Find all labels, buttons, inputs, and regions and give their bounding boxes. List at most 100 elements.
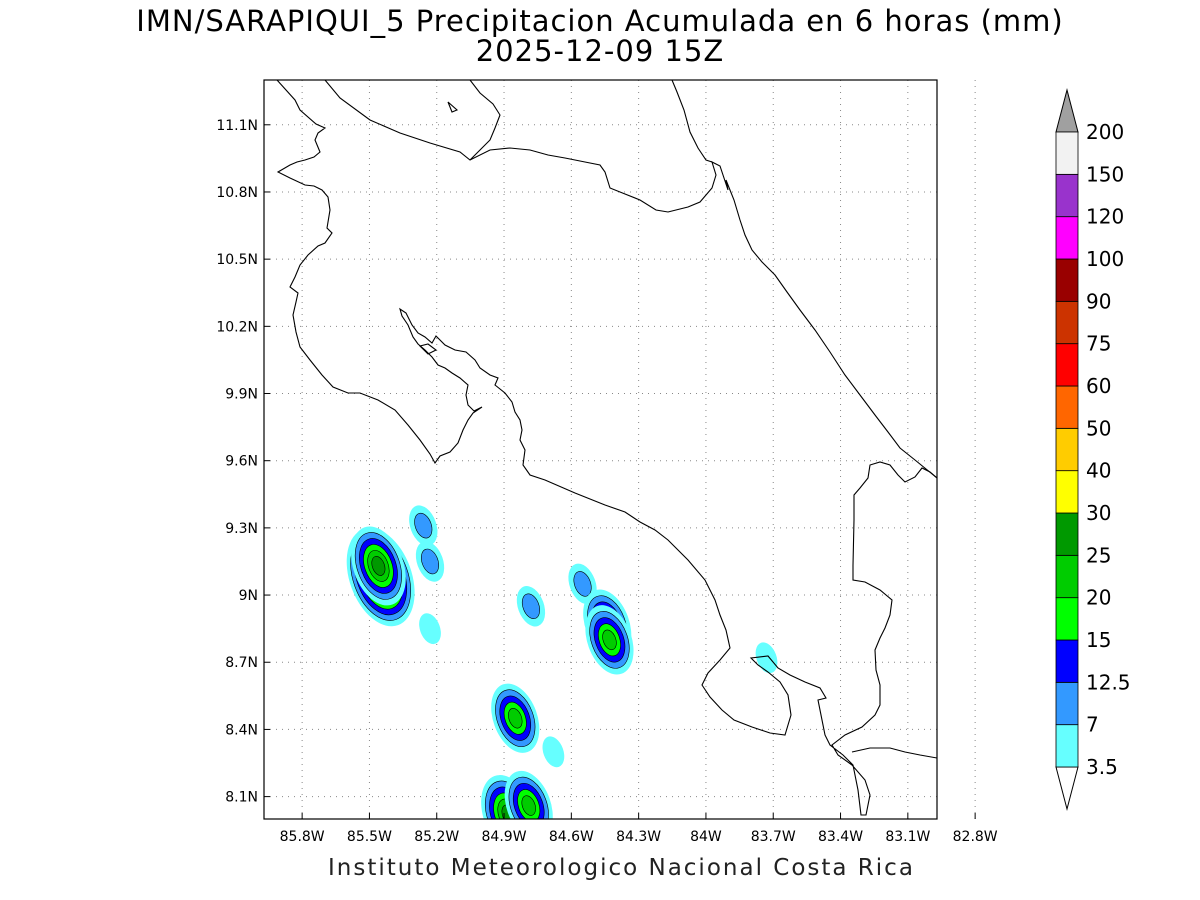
precip-contour-level — [983, 121, 1007, 151]
lon-tick-label: 84W — [690, 829, 722, 845]
colorbar-swatch — [1055, 173, 1079, 218]
colorbar-level-label: 120 — [1086, 205, 1124, 229]
colorbar-swatch — [1055, 512, 1079, 556]
colorbar-swatch — [1055, 597, 1079, 641]
colorbar-level-label: 3.5 — [1086, 755, 1118, 779]
precip-cell — [983, 135, 1031, 195]
lat-tick-label: 9.6N — [225, 454, 258, 470]
colorbar-level-label: 60 — [1086, 374, 1111, 398]
precip-cell — [516, 586, 546, 627]
nicaragua-river-segment — [671, 80, 713, 163]
precip-contour-level — [542, 736, 565, 768]
colorbar-swatch — [1055, 681, 1079, 726]
precip-contour-level — [573, 571, 592, 597]
precip-cell — [542, 736, 565, 768]
colorbar-level-label: 40 — [1086, 459, 1111, 483]
lon-tick-label: 84.9W — [482, 829, 527, 845]
lon-tick-label: 85.8W — [280, 829, 325, 845]
lon-tick-label: 83.1W — [885, 829, 930, 845]
colorbar-swatch — [1055, 385, 1079, 429]
precip-cell — [1016, 168, 1055, 216]
colorbar-swatch — [1055, 258, 1079, 302]
precip-cell — [504, 770, 553, 819]
map-valid-time: 2025-12-09 15Z — [475, 34, 725, 68]
precip-contour-level — [521, 593, 540, 620]
colorbar-level-label: 20 — [1086, 586, 1111, 610]
precip-contour-level — [521, 795, 536, 816]
colorbar-swatch — [1055, 300, 1079, 345]
colorbar-level-label: 7 — [1086, 713, 1099, 737]
precip-contour-level — [1016, 168, 1055, 216]
colorbar-swatch — [1055, 470, 1079, 514]
credit-footer: Instituto Meteorologico Nacional Costa R… — [328, 855, 915, 881]
precip-cell — [585, 605, 634, 675]
precip-contour-level — [996, 152, 1017, 179]
precip-cell — [491, 683, 540, 753]
lon-tick-label: 85.5W — [347, 829, 392, 845]
precip-contour-level — [414, 512, 433, 539]
precip-contour-level — [419, 613, 441, 645]
northern-coast-segment — [469, 80, 501, 161]
coastlines — [276, 80, 937, 816]
colorbar-swatch — [1055, 724, 1079, 768]
lat-tick-label: 10.5N — [216, 252, 258, 268]
precip-cell — [351, 526, 406, 606]
precip-cell — [755, 642, 778, 674]
colorbar-swatch — [1055, 427, 1079, 472]
precip-cell — [976, 112, 1015, 160]
lon-tick-label: 82.8W — [953, 829, 998, 845]
colorbar-under-triangle — [1055, 766, 1079, 811]
precipitation-contours — [346, 112, 1055, 819]
colorbar-over-triangle — [1055, 88, 1079, 133]
map-title: IMN/SARAPIQUI_5 Precipitacion Acumulada … — [136, 4, 1064, 38]
grid-lines — [264, 80, 976, 819]
lat-tick-label: 10.8N — [216, 185, 258, 201]
lat-tick-label: 9.3N — [225, 521, 258, 537]
lon-tick-label: 85.2W — [414, 829, 459, 845]
precip-contour-level — [602, 629, 617, 651]
lon-tick-label: 84.6W — [549, 829, 594, 845]
precip-contour-level — [1010, 112, 1049, 160]
lon-tick-label: 84.3W — [616, 829, 661, 845]
axis-labels: 85.8W 85.5W 85.2W 84.9W 84.6W 84.3W 84W 83.7W 83… — [216, 118, 997, 845]
precip-cell — [409, 505, 438, 546]
lat-tick-label: 8.4N — [225, 722, 258, 738]
precip-contour-level — [420, 548, 440, 575]
lon-tick-label: 83.7W — [751, 829, 796, 845]
lat-tick-label: 9N — [239, 588, 258, 604]
colorbar-level-label: 90 — [1086, 289, 1111, 313]
colorbar-level-label: 100 — [1086, 247, 1124, 271]
lat-tick-label: 11.1N — [216, 118, 258, 134]
colorbar-swatch — [1055, 216, 1079, 260]
precip-contour-level — [1017, 121, 1041, 151]
lat-tick-label: 8.7N — [225, 655, 258, 671]
lat-tick-label: 9.9N — [225, 387, 258, 403]
colorbar: 3.5 7 12.5 15 20 25 30 40 50 60 75 90 100 120 150 200 — [1055, 88, 1131, 811]
colorbar-level-label: 12.5 — [1086, 670, 1131, 694]
precip-contour-level — [1024, 177, 1048, 207]
island-north — [447, 101, 459, 113]
colorbar-swatch — [1055, 554, 1079, 599]
colorbar-swatch — [1055, 343, 1079, 387]
precip-contour-level — [371, 556, 386, 576]
precip-contour-level — [989, 143, 1024, 186]
pacific-coastline — [276, 80, 937, 816]
lon-tick-label: 83.4W — [818, 829, 863, 845]
precip-contour-level — [983, 135, 1031, 195]
colorbar-level-label: 150 — [1086, 162, 1124, 186]
colorbar-level-label: 200 — [1086, 120, 1124, 144]
colorbar-level-label: 15 — [1086, 628, 1111, 652]
lat-tick-label: 8.1N — [225, 790, 258, 806]
precip-cell — [419, 613, 441, 645]
colorbar-level-label: 50 — [1086, 416, 1111, 440]
lat-tick-label: 10.2N — [216, 319, 258, 335]
precip-cell — [1010, 112, 1049, 160]
colorbar-swatch — [1055, 639, 1079, 683]
colorbar-level-label: 30 — [1086, 501, 1111, 525]
colorbar-swatch — [1055, 131, 1079, 175]
island-gulf — [418, 343, 438, 355]
precip-cell — [415, 541, 445, 582]
precip-contour-level — [508, 708, 523, 729]
precip-contour-level — [976, 112, 1015, 160]
